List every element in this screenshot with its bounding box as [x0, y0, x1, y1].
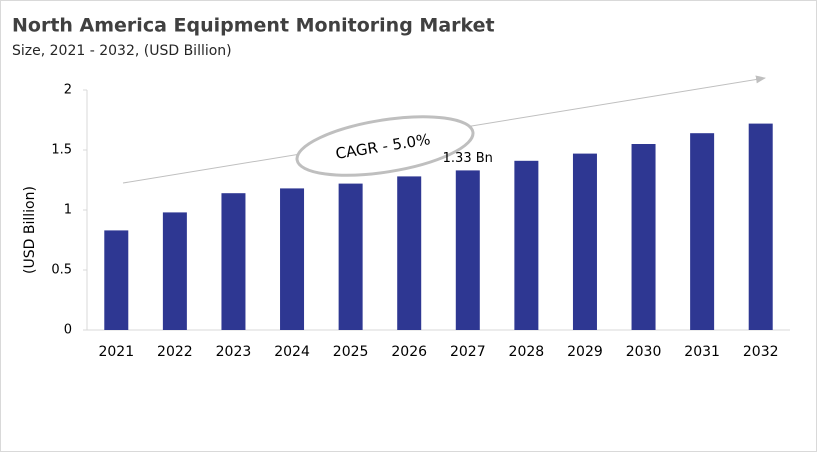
- x-tick-label: 2031: [684, 344, 720, 360]
- x-tick-label: 2021: [98, 344, 134, 360]
- x-tick-label: 2028: [509, 344, 545, 360]
- y-axis-label: (USD Billion): [22, 186, 38, 274]
- bar: [572, 153, 597, 330]
- x-tick-label: 2024: [274, 344, 310, 360]
- data-label: 1.33 Bn: [443, 151, 493, 166]
- x-tick-label: 2027: [450, 344, 486, 360]
- bar: [280, 188, 305, 330]
- bar: [455, 170, 480, 330]
- cagr-ellipse: [295, 115, 475, 177]
- y-tick-label: 1.5: [51, 143, 72, 158]
- bar: [104, 230, 129, 330]
- x-tick-label: 2030: [626, 344, 662, 360]
- bar: [162, 212, 187, 330]
- y-tick-label: 0: [64, 323, 72, 338]
- bar: [221, 193, 246, 330]
- x-tick-label: 2029: [567, 344, 603, 360]
- bar: [397, 176, 422, 330]
- bar: [690, 133, 715, 330]
- y-tick-label: 2: [64, 83, 72, 98]
- chart-subtitle: Size, 2021 - 2032, (USD Billion): [12, 43, 232, 59]
- x-tick-label: 2023: [216, 344, 252, 360]
- bar: [748, 123, 773, 330]
- bar: [631, 144, 656, 330]
- x-tick-label: 2026: [391, 344, 427, 360]
- chart-title: North America Equipment Monitoring Marke…: [12, 15, 495, 37]
- bar: [338, 183, 363, 330]
- x-tick-label: 2032: [743, 344, 779, 360]
- x-tick-label: 2022: [157, 344, 193, 360]
- y-tick-label: 0.5: [51, 263, 72, 278]
- bar: [514, 160, 539, 330]
- y-tick-label: 1: [64, 203, 72, 218]
- x-tick-label: 2025: [333, 344, 369, 360]
